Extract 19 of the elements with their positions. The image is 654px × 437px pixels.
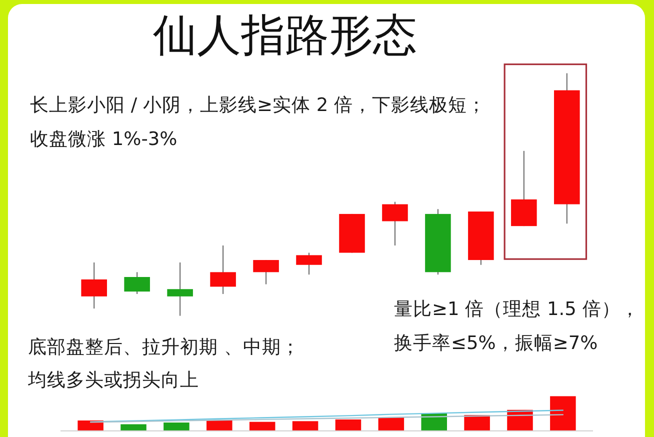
- bar: [292, 421, 318, 430]
- bar: [120, 424, 146, 430]
- chart-title: 仙人指路形态: [153, 10, 417, 61]
- annotation: 收盘微涨 1%-3%: [30, 129, 178, 150]
- text: 均线多头或拐头向上: [27, 370, 199, 392]
- bar: [164, 422, 190, 430]
- bar: [378, 417, 404, 430]
- bar: [335, 419, 362, 430]
- bar: [464, 415, 490, 430]
- annotation: 长上影小阳 / 小阴，上影线≥实体 2 倍，下影线极短；: [30, 94, 486, 116]
- bar: [421, 413, 447, 430]
- bar: [550, 396, 576, 430]
- bar: [78, 420, 104, 430]
- bar: [206, 420, 232, 430]
- text: 底部盘整后、拉升初期 、中期；: [28, 336, 300, 358]
- candlestick: [167, 262, 193, 316]
- annotation: 量比≥1 倍（理想 1.5 倍），: [394, 299, 640, 320]
- text: 换手率≤5%，振幅≥7%: [394, 332, 598, 354]
- bar: [249, 422, 276, 430]
